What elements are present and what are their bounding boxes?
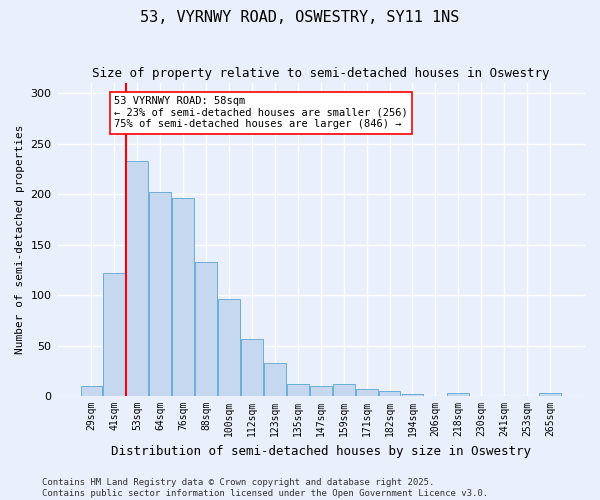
X-axis label: Distribution of semi-detached houses by size in Oswestry: Distribution of semi-detached houses by …	[111, 444, 531, 458]
Bar	[241, 338, 263, 396]
Bar	[287, 384, 309, 396]
Bar	[195, 262, 217, 396]
Text: 53 VYRNWY ROAD: 58sqm
← 23% of semi-detached houses are smaller (256)
75% of sem: 53 VYRNWY ROAD: 58sqm ← 23% of semi-deta…	[115, 96, 408, 130]
Bar	[127, 161, 148, 396]
Bar	[379, 391, 400, 396]
Bar	[103, 273, 125, 396]
Bar	[80, 386, 103, 396]
Y-axis label: Number of semi-detached properties: Number of semi-detached properties	[15, 125, 25, 354]
Text: Contains HM Land Registry data © Crown copyright and database right 2025.
Contai: Contains HM Land Registry data © Crown c…	[42, 478, 488, 498]
Bar	[149, 192, 171, 396]
Bar	[333, 384, 355, 396]
Bar	[172, 198, 194, 396]
Bar	[310, 386, 332, 396]
Bar	[218, 299, 240, 396]
Bar	[264, 362, 286, 396]
Title: Size of property relative to semi-detached houses in Oswestry: Size of property relative to semi-detach…	[92, 68, 550, 80]
Bar	[356, 389, 377, 396]
Bar	[401, 394, 424, 396]
Bar	[448, 393, 469, 396]
Bar	[539, 393, 561, 396]
Text: 53, VYRNWY ROAD, OSWESTRY, SY11 1NS: 53, VYRNWY ROAD, OSWESTRY, SY11 1NS	[140, 10, 460, 25]
